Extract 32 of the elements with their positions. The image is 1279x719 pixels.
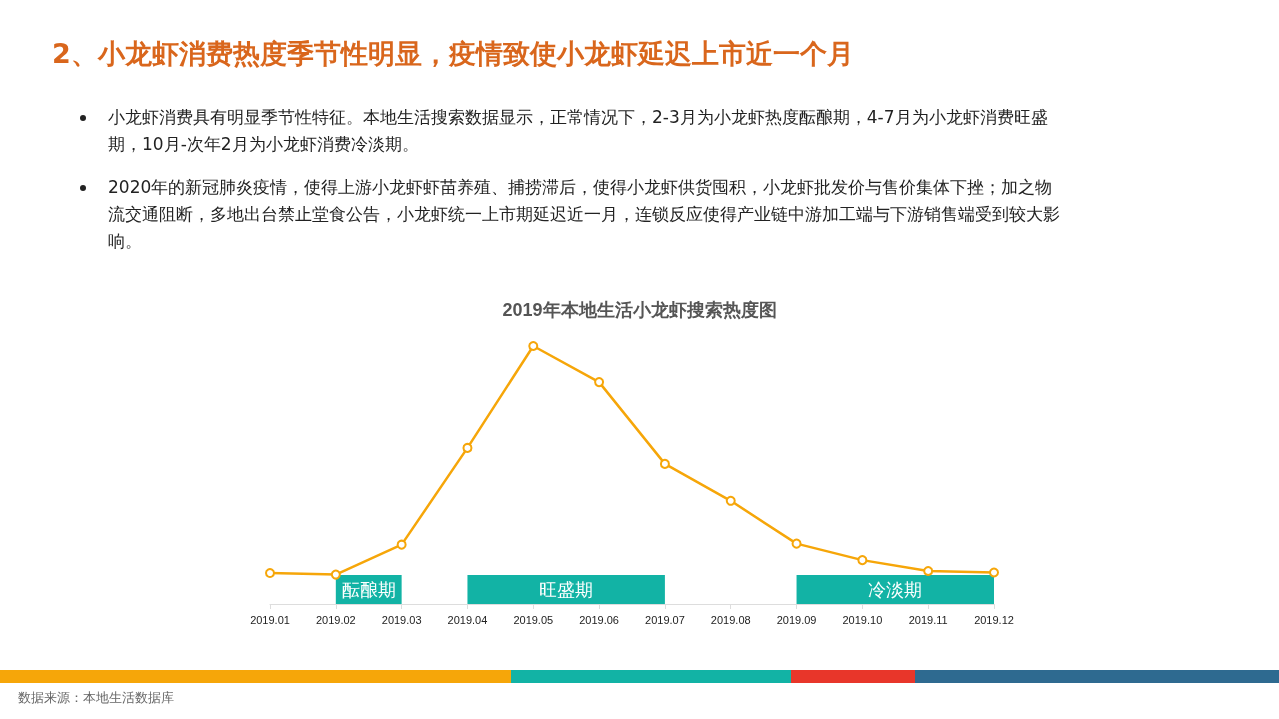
- x-tick-label: 2019.11: [908, 613, 948, 626]
- text: 2020年的新冠肺炎疫情，使得上游小龙虾虾苗养殖、捕捞滞后，使得小龙虾供货囤积，小龙虾批发价与售价集体下挫；加之物流交通阻断，多地出台禁止堂食公告，小龙虾统一上市期延迟近一月，连锁反应使得产业链中游加工端与下游销售端受到较大影响。: [108, 176, 1061, 253]
- text: 小龙虾消费具有明显季节性特征。本地生活搜索数据显示，正常情况下，2-3月为小龙虾热度酝酿期，4-7月为小龙虾消费旺盛期，10月-次年2月为小龙虾消费冷淡期。: [108, 106, 1049, 156]
- point: [923, 565, 934, 576]
- chart-subtitle: 2、小龙虾消费热度季节性明显，疫情致使小龙虾延迟上市近一个月: [52, 37, 854, 71]
- band-label: 冷淡期: [868, 579, 923, 600]
- x-tick-label: 2019.06: [579, 613, 619, 626]
- point: [330, 569, 341, 580]
- x-tick-label: 2019.01: [250, 613, 290, 626]
- band-label: 酝酿期: [341, 579, 396, 600]
- x-tick-label: 2019.09: [776, 613, 817, 626]
- point: [396, 539, 407, 550]
- point: [857, 555, 868, 566]
- point: [791, 538, 802, 549]
- x-tick-label: 2019.03: [381, 613, 422, 626]
- x-tick-label: 2019.10: [842, 613, 883, 626]
- point: [594, 377, 605, 388]
- point: [528, 341, 539, 351]
- point: [265, 568, 275, 579]
- point: [462, 442, 473, 453]
- x-tick-label: 2019.02: [315, 613, 356, 626]
- x-tick-label: 2019.05: [513, 613, 554, 626]
- x-tick-label: 2019.07: [645, 613, 685, 626]
- x-tick-label: 2019.12: [974, 613, 1014, 626]
- source-note: 数据来源：本地生活数据库: [18, 689, 174, 707]
- chart-title: 2019年本地生活小龙虾搜索热度图: [502, 300, 777, 320]
- band-label: 旺盛期: [539, 579, 594, 600]
- x-tick-label: 2019.04: [447, 613, 488, 626]
- point: [725, 495, 736, 506]
- x-tick-label: 2019.08: [710, 613, 751, 626]
- point: [989, 567, 999, 578]
- point: [659, 458, 670, 469]
